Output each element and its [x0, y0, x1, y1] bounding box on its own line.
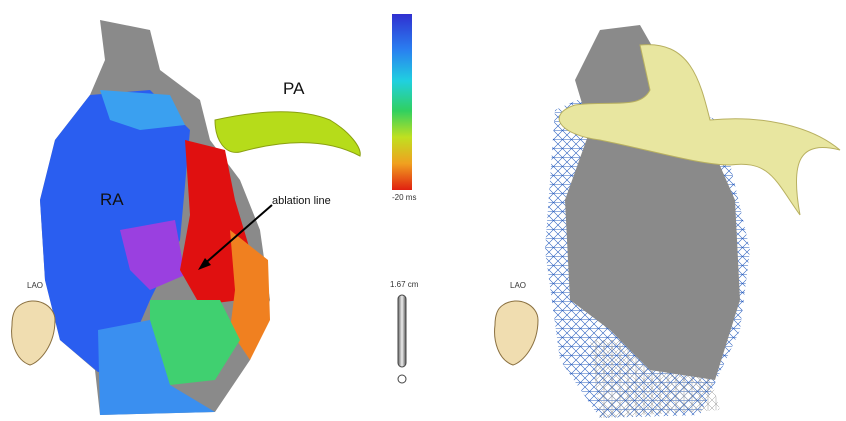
ablation-label: ablation line	[272, 195, 331, 207]
heart-icon	[12, 301, 55, 365]
scale-label: 1.67 cm	[390, 280, 419, 289]
right-panel: LAO	[495, 25, 840, 418]
figure: PA RA ablation line -20 ms 1.67 cm LAO L…	[0, 0, 846, 421]
pa-vessel	[215, 112, 360, 156]
pa-label: PA	[283, 79, 305, 98]
color-bar	[392, 14, 412, 190]
ra-label: RA	[100, 190, 124, 209]
left-panel: PA RA ablation line -20 ms 1.67 cm LAO	[12, 14, 419, 415]
color-bar-label: -20 ms	[392, 193, 416, 202]
heart-icon	[495, 301, 538, 365]
page: PA RA ablation line -20 ms 1.67 cm LAO L…	[0, 0, 846, 421]
scale-bar	[398, 295, 406, 367]
scale-knob	[398, 375, 406, 383]
orientation-label: LAO	[510, 281, 526, 290]
orientation-label: LAO	[27, 281, 43, 290]
